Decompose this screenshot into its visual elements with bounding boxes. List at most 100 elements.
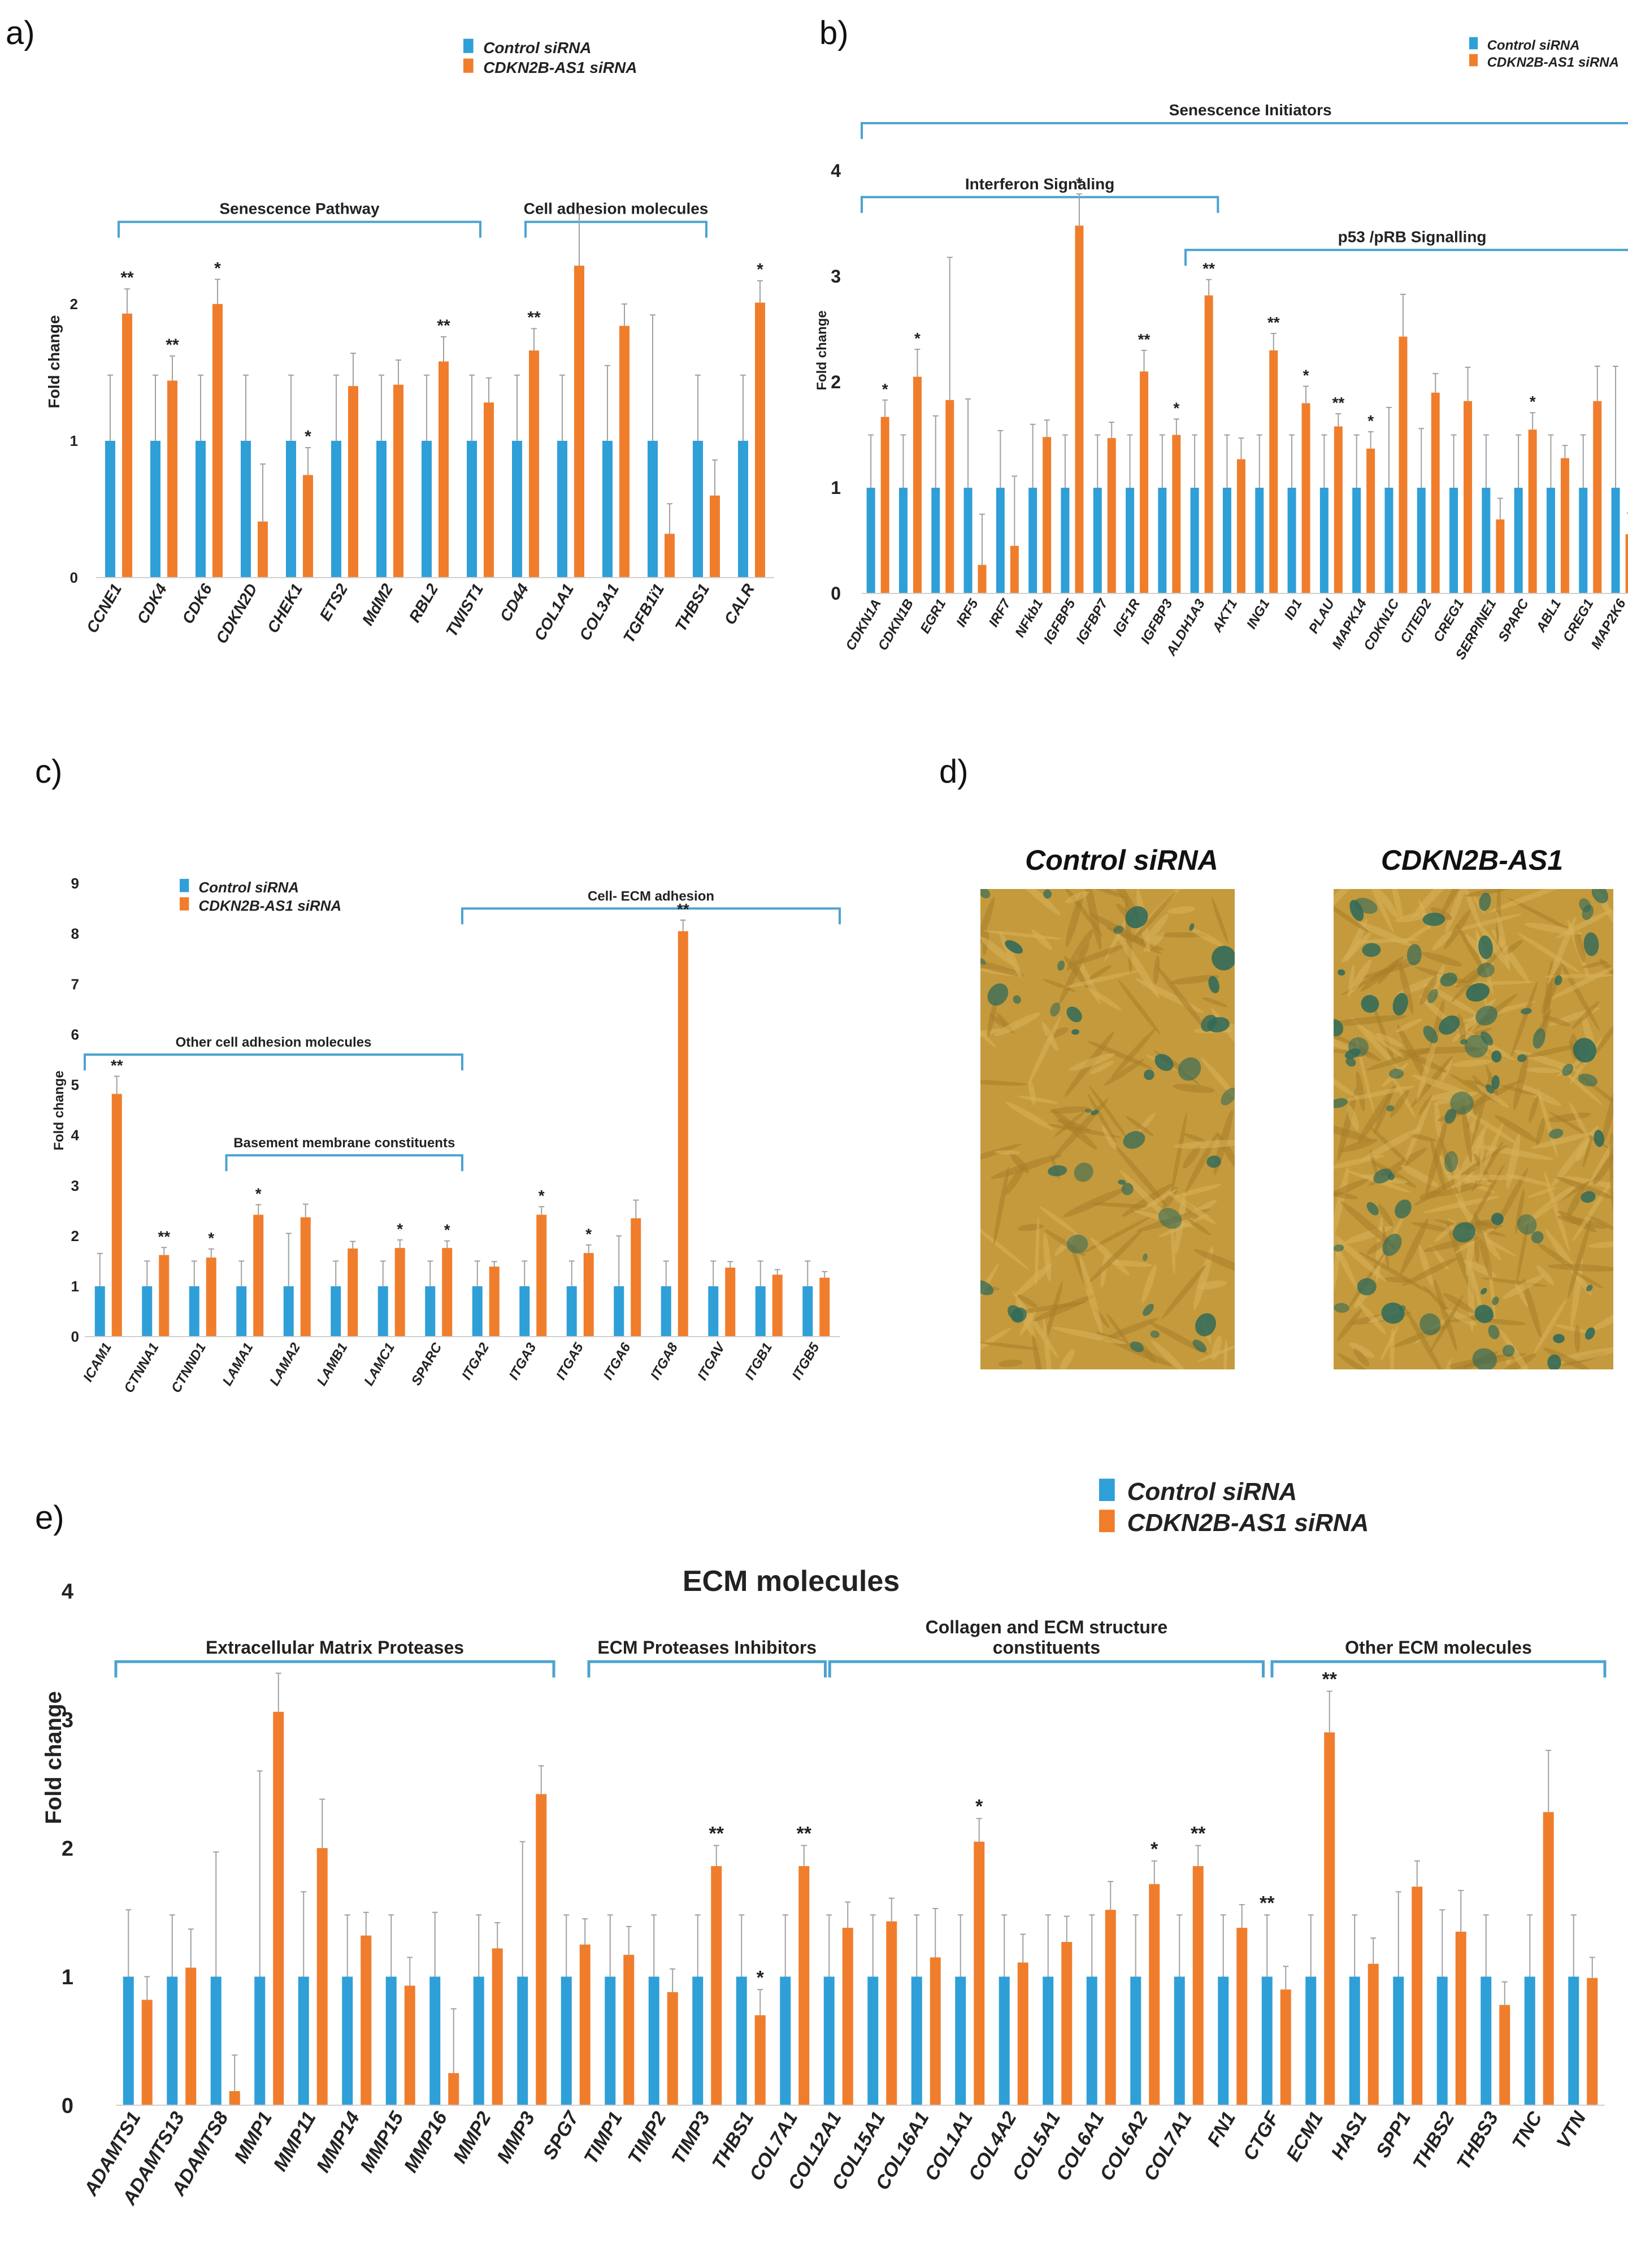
stained-cell — [1554, 975, 1562, 986]
bar-treated — [1280, 1989, 1291, 2105]
cell-body — [1065, 894, 1083, 947]
bar-treated — [442, 1248, 453, 1337]
category-label: TIMP1 — [580, 2108, 627, 2168]
stained-cell — [1422, 912, 1445, 926]
cell-body — [1089, 1229, 1143, 1283]
group-label: Basement membrane constituents — [233, 1135, 455, 1151]
cell-body — [1545, 1112, 1592, 1122]
y-tick-label: 2 — [71, 1228, 79, 1244]
legend-label-control: Control siRNA — [483, 39, 591, 57]
cell-body — [1083, 889, 1102, 950]
bar-control — [331, 440, 341, 578]
cell-body — [1588, 1118, 1613, 1186]
cell-body — [1358, 1251, 1431, 1294]
cell-body — [1017, 1294, 1038, 1308]
cell-body — [1357, 1300, 1387, 1335]
cell-body — [1412, 1074, 1473, 1096]
bar-treated — [159, 1255, 170, 1337]
cell-body — [1478, 923, 1510, 969]
cell-body — [1065, 891, 1089, 904]
y-tick-label: 2 — [831, 372, 841, 392]
cell-body — [1432, 930, 1453, 951]
category-label: THBS2 — [1409, 2108, 1459, 2174]
bar-control — [1568, 1976, 1579, 2105]
stained-cell — [1349, 900, 1364, 921]
bar-control — [473, 1976, 484, 2105]
bar-treated — [1593, 401, 1602, 593]
y-axis-label: Fold change — [41, 1691, 66, 1824]
cell-body — [1524, 1067, 1561, 1073]
bar-control — [736, 1976, 747, 2105]
bar-treated — [678, 931, 688, 1337]
cell-body — [1126, 1116, 1154, 1137]
bar-control — [1524, 1976, 1535, 2105]
stained-cell — [1345, 1057, 1356, 1067]
bar-treated — [1140, 371, 1149, 593]
stained-cell — [1578, 1073, 1598, 1087]
bar-treated — [303, 475, 313, 578]
bar-control — [692, 1976, 704, 2105]
cell-body — [1517, 933, 1581, 973]
y-tick-label: 4 — [62, 1580, 73, 1603]
stained-cell — [1071, 1029, 1080, 1035]
y-tick-label: 8 — [71, 925, 79, 942]
bar-control — [648, 440, 658, 578]
significance-mark: * — [255, 1185, 262, 1203]
bar-control — [738, 440, 748, 578]
cell-body — [1015, 1263, 1053, 1297]
stained-cell — [1043, 889, 1052, 899]
y-tick-label: 0 — [62, 2094, 73, 2118]
cell-body — [1334, 1015, 1408, 1026]
bar-control — [1514, 488, 1523, 593]
y-tick-label: 7 — [71, 975, 79, 992]
panel-label: b) — [819, 15, 849, 51]
cell-body — [980, 1328, 1011, 1354]
category-label: CALR — [720, 580, 758, 628]
cell-body — [1202, 997, 1227, 1007]
bar-treated — [619, 326, 630, 578]
significance-mark: ** — [709, 1823, 724, 1844]
category-label: HAS1 — [1327, 2108, 1371, 2163]
significance-mark: ** — [158, 1228, 170, 1245]
significance-mark: ** — [1322, 1668, 1338, 1690]
bar-treated — [536, 1215, 547, 1337]
cell-body — [1537, 1086, 1558, 1157]
category-label: ITGAV — [694, 1339, 728, 1383]
cell-body — [1418, 1244, 1433, 1287]
stained-cell — [1143, 1303, 1154, 1316]
cell-body — [980, 1222, 1029, 1270]
bar-treated — [930, 1957, 941, 2105]
bar-control — [898, 488, 908, 593]
cell-body — [1548, 1264, 1613, 1272]
stained-cell — [1066, 1007, 1082, 1022]
bar-treated — [348, 1248, 358, 1337]
cell-body — [1171, 1226, 1175, 1275]
y-tick-label: 4 — [71, 1127, 80, 1144]
stained-cell — [1594, 1130, 1604, 1147]
category-label: RBL2 — [406, 580, 442, 625]
chart-panel-c: c) 0 1 2 3 4 5 6 7 8 9 Fold change Control siRNACDKN… — [35, 753, 841, 1395]
bar-control — [1222, 488, 1231, 593]
y-axis-label: Fold change — [814, 310, 830, 390]
cell-body — [1054, 1109, 1087, 1137]
cell-body — [1544, 1171, 1570, 1252]
bar-control — [780, 1976, 791, 2105]
cell-body — [1537, 1243, 1574, 1269]
bar-treated — [1367, 1963, 1379, 2105]
cell-body — [1575, 1140, 1590, 1162]
cell-body — [994, 1012, 1041, 1037]
cell-body — [1337, 1087, 1357, 1161]
cell-body — [1522, 1278, 1542, 1338]
stained-cell — [1472, 1348, 1497, 1369]
cell-body — [1008, 1302, 1086, 1315]
cell-body — [1079, 1256, 1102, 1334]
category-label: COL3A1 — [576, 581, 622, 644]
significance-mark: * — [539, 1187, 545, 1204]
cell-body — [1334, 1227, 1386, 1282]
cell-body — [1171, 1112, 1187, 1195]
bar-treated — [185, 1967, 197, 2105]
stained-cell — [980, 889, 991, 899]
bar-control — [425, 1286, 436, 1337]
bar-control — [123, 1976, 134, 2105]
bar-treated — [886, 1921, 897, 2105]
